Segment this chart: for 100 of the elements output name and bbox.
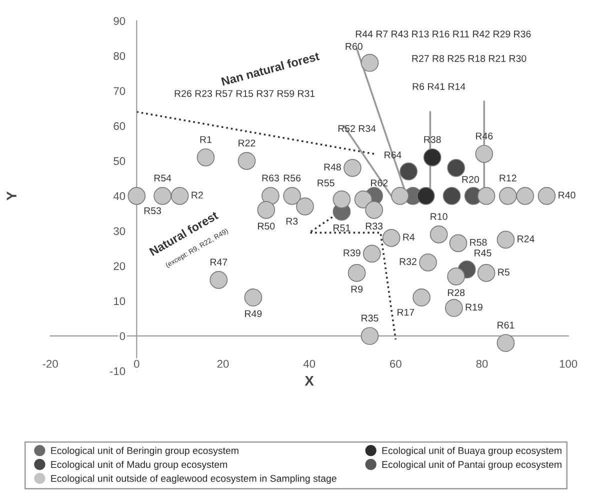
annotation: R28 (448, 289, 465, 296)
point (447, 268, 466, 286)
point (538, 186, 556, 205)
point (430, 226, 448, 244)
y-tick-label: 50 (114, 157, 126, 166)
y-tick-label: 30 (114, 227, 126, 236)
y-tick-label: 20 (114, 262, 126, 270)
x-tick-label: 40 (303, 360, 316, 368)
annotation: R60 (346, 42, 362, 50)
annotation: R20 (462, 176, 479, 183)
point (244, 288, 262, 306)
annotation: R33 (366, 222, 383, 230)
annotation: R64 (384, 151, 402, 158)
annotation: R6 R41 R14 (412, 83, 466, 90)
annotation: R24 (518, 235, 534, 242)
y-tick-label: 10 (114, 297, 126, 306)
point (362, 244, 381, 263)
annotation: R4 (403, 234, 415, 240)
point (449, 234, 468, 252)
annotation: R56 (284, 174, 301, 182)
annotation: R5 (498, 268, 510, 276)
annotation: R54 (154, 174, 172, 182)
point (382, 229, 400, 247)
point (475, 144, 494, 163)
x-tick-label: 20 (217, 360, 229, 368)
annotation: R1 (200, 136, 212, 143)
point (416, 186, 435, 205)
y-tick-label: -10 (110, 367, 126, 376)
annotation: R12 (500, 174, 516, 182)
x-tick-label: 80 (476, 360, 488, 368)
legend-label: Ecological unit of Pantai group ecosystem (382, 460, 562, 470)
legend-label: Ecological unit of Madu group ecosystem (51, 460, 228, 470)
annotation: R26 R23 R57 R15 R37 R59 R31 (174, 90, 315, 97)
point (445, 299, 463, 317)
point (391, 186, 409, 205)
point (283, 186, 301, 205)
point (477, 186, 496, 205)
annotation: Nan natural forest (221, 52, 320, 86)
annotation: R44 R7 R43 R13 R16 R11 R42 R29 R36 (356, 30, 531, 38)
annotation: R19 (466, 304, 482, 311)
point (423, 148, 442, 166)
point (262, 186, 280, 205)
annotation: R39 (344, 249, 360, 256)
point (496, 334, 515, 352)
point (442, 186, 461, 205)
point (210, 271, 228, 289)
point (257, 201, 276, 219)
point (238, 152, 256, 170)
annotation: R49 (245, 310, 262, 318)
annotation: R22 (238, 140, 256, 146)
y-tick-label: 90 (114, 17, 126, 25)
x-tick-label: 0 (134, 360, 140, 368)
annotation: R48 (324, 164, 341, 171)
legend-label: Ecological unit of Beringin group ecosystem (51, 446, 238, 456)
x-axis-title: X (304, 376, 314, 386)
annotation: R17 (398, 308, 414, 316)
annotation: R3 (286, 218, 298, 225)
point (360, 54, 379, 72)
annotation: R32 (400, 258, 416, 266)
point (447, 158, 466, 177)
point (360, 327, 379, 345)
legend-label: Ecological unit outside of eaglewood ecosystem in Sampling stage (51, 474, 336, 484)
point (412, 288, 430, 306)
annotation: R52 R34 (338, 125, 376, 132)
annotation: R51 (334, 224, 350, 232)
point (498, 186, 517, 205)
annotation: R63 (262, 174, 279, 182)
x-tick-label: 60 (390, 360, 402, 368)
y-tick-label: 0 (120, 332, 126, 340)
annotation: R46 (476, 132, 493, 140)
point (354, 190, 372, 208)
y-tick-label: 40 (113, 192, 126, 200)
annotation: R40 (558, 192, 576, 199)
y-tick-label: 60 (114, 122, 126, 130)
point (196, 148, 215, 166)
y-tick-label: 80 (114, 52, 126, 60)
annotation: R35 (362, 314, 378, 322)
x-tick-label: -20 (42, 360, 58, 368)
annotation: R10 (430, 213, 448, 220)
point (296, 198, 314, 216)
point (348, 264, 366, 282)
point (344, 158, 362, 177)
point (496, 230, 515, 249)
annotation: R47 (210, 258, 228, 266)
y-axis-title: Y (6, 192, 16, 200)
annotation: R45 (474, 250, 492, 256)
annotation: R9 (351, 286, 363, 293)
point (365, 201, 383, 219)
annotation: R53 (144, 207, 162, 214)
point (516, 186, 534, 205)
point (419, 254, 437, 272)
annotation: R2 (192, 192, 203, 198)
point (477, 264, 496, 282)
legend-label: Ecological unit of Buaya group ecosystem (382, 446, 562, 456)
point (154, 186, 172, 205)
annotation: R38 (424, 136, 441, 143)
annotation: R50 (258, 222, 275, 230)
annotation: R61 (498, 322, 514, 329)
annotation: R58 (470, 238, 487, 246)
point (128, 186, 146, 205)
